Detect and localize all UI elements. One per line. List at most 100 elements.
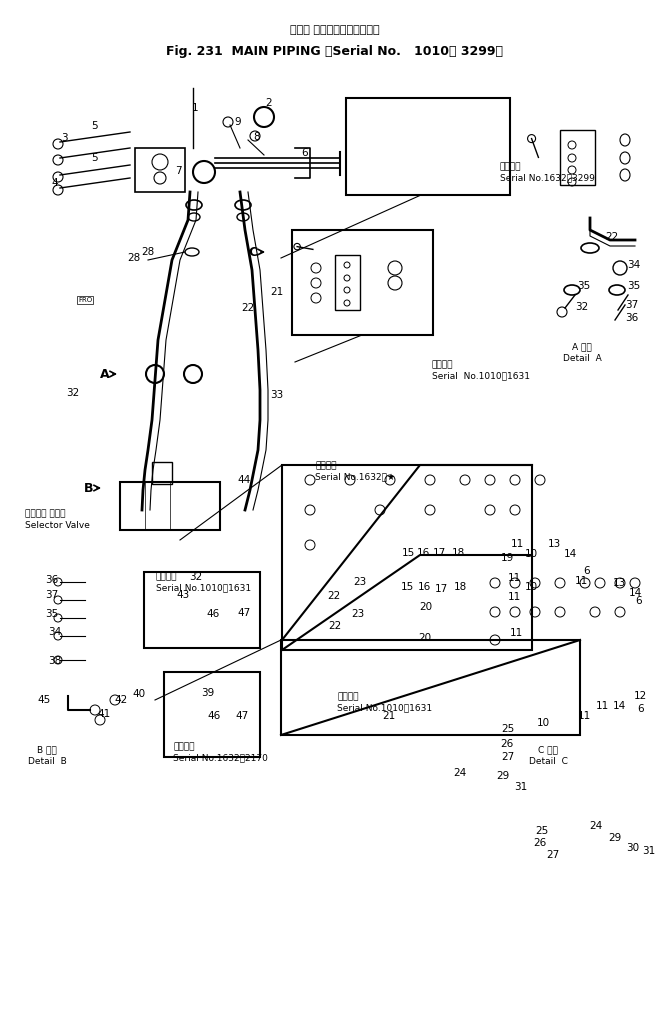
Text: 13: 13 (548, 539, 561, 549)
Text: 2: 2 (266, 98, 272, 108)
Text: 46: 46 (207, 711, 221, 721)
Text: 19: 19 (501, 553, 513, 563)
Text: 28: 28 (127, 254, 140, 263)
Text: 5: 5 (92, 153, 99, 163)
Text: 6: 6 (584, 566, 590, 576)
Text: 8: 8 (254, 132, 260, 142)
Text: 11: 11 (507, 592, 521, 602)
Text: C 詳細
Detail  C: C 詳細 Detail C (529, 745, 568, 766)
Text: 適用号機
Serial  No.1010～1631: 適用号機 Serial No.1010～1631 (432, 360, 530, 381)
Text: 32: 32 (66, 388, 80, 399)
Text: 適用号機
Serial No.1632～3299: 適用号機 Serial No.1632～3299 (500, 162, 595, 183)
Text: 27: 27 (546, 850, 560, 860)
Text: 33: 33 (270, 390, 284, 400)
Text: 43: 43 (176, 590, 190, 600)
Circle shape (294, 243, 301, 249)
Text: 38: 38 (48, 656, 62, 666)
Text: 12: 12 (633, 691, 647, 701)
Text: 26: 26 (533, 838, 547, 848)
Text: 3: 3 (60, 133, 67, 143)
Text: 14: 14 (628, 588, 641, 598)
Bar (281, 640, 580, 735)
Text: 21: 21 (270, 287, 284, 297)
Text: 15: 15 (401, 548, 415, 558)
Text: 17: 17 (434, 584, 448, 594)
Text: 36: 36 (46, 575, 58, 585)
Text: 32: 32 (189, 572, 203, 582)
Text: 26: 26 (501, 739, 513, 749)
Text: 39: 39 (201, 689, 215, 698)
Text: 47: 47 (238, 608, 251, 618)
Text: 21: 21 (382, 711, 396, 721)
Text: 34: 34 (627, 260, 641, 270)
Text: 18: 18 (452, 548, 464, 558)
Text: 15: 15 (401, 582, 413, 592)
Text: 4: 4 (52, 178, 58, 188)
Text: 31: 31 (642, 846, 656, 856)
Text: 24: 24 (454, 768, 466, 778)
Text: 24: 24 (589, 821, 603, 831)
Text: 14: 14 (613, 701, 625, 711)
Text: 5: 5 (92, 121, 99, 131)
Text: 40: 40 (132, 689, 146, 699)
Text: B: B (84, 482, 93, 495)
Text: メイン パイピング（適用号機: メイン パイピング（適用号機 (290, 25, 380, 35)
Text: 22: 22 (327, 591, 341, 601)
Text: 25: 25 (535, 826, 549, 836)
Text: B 詳細
Detail  B: B 詳細 Detail B (28, 745, 66, 766)
Text: Fig. 231  MAIN PIPING （Serial No.   1010～ 3299）: Fig. 231 MAIN PIPING （Serial No. 1010～ 3… (166, 46, 503, 59)
Text: 28: 28 (142, 247, 154, 257)
Text: 47: 47 (236, 711, 249, 721)
Text: 11: 11 (595, 701, 609, 711)
Text: 18: 18 (454, 582, 466, 592)
Text: 10: 10 (525, 582, 537, 592)
Text: 27: 27 (501, 752, 515, 762)
Text: 13: 13 (613, 578, 625, 588)
Text: 6: 6 (637, 704, 644, 714)
Text: 6: 6 (302, 148, 308, 158)
Text: 30: 30 (627, 843, 639, 853)
Text: A: A (100, 367, 109, 380)
Text: 16: 16 (417, 548, 429, 558)
Text: 20: 20 (419, 633, 431, 643)
Text: 42: 42 (114, 695, 127, 705)
Text: 10: 10 (536, 718, 550, 728)
Text: 11: 11 (511, 539, 523, 549)
Text: 44: 44 (238, 475, 251, 485)
Text: 1: 1 (192, 103, 199, 113)
Text: 37: 37 (625, 300, 639, 310)
Text: 45: 45 (38, 695, 50, 705)
Text: 35: 35 (46, 609, 58, 619)
Text: 11: 11 (507, 573, 521, 583)
Bar (144, 572, 260, 648)
Text: 9: 9 (235, 117, 242, 127)
Text: 17: 17 (432, 548, 446, 558)
Text: 適用号機
Serial No.1010～1631: 適用号機 Serial No.1010～1631 (337, 692, 432, 713)
Text: 35: 35 (627, 281, 641, 291)
Bar (152, 462, 172, 484)
Text: 34: 34 (48, 627, 62, 637)
Text: 11: 11 (574, 576, 588, 586)
Bar (346, 98, 510, 195)
Text: 10: 10 (525, 549, 537, 559)
Text: 11: 11 (509, 628, 523, 638)
Text: 7: 7 (174, 166, 181, 176)
Text: 適用号機
Serial No.1632～2170: 適用号機 Serial No.1632～2170 (173, 742, 268, 763)
Text: 32: 32 (575, 302, 588, 312)
Text: A 詳細
Detail  A: A 詳細 Detail A (562, 342, 601, 363)
Text: FRO: FRO (78, 297, 92, 303)
Text: 6: 6 (635, 596, 642, 606)
Bar (292, 230, 433, 335)
Text: 22: 22 (328, 621, 342, 631)
Text: 46: 46 (207, 609, 219, 619)
Text: 16: 16 (417, 582, 431, 592)
Text: 14: 14 (564, 549, 576, 559)
Text: セレクタ バルブ
Selector Valve: セレクタ バルブ Selector Valve (25, 509, 90, 529)
Text: 37: 37 (46, 590, 58, 600)
Text: 29: 29 (609, 832, 621, 843)
Text: 29: 29 (497, 771, 510, 781)
Text: C: C (248, 245, 257, 259)
Text: 23: 23 (352, 609, 364, 619)
Text: 41: 41 (97, 709, 111, 719)
Text: 22: 22 (605, 232, 619, 242)
